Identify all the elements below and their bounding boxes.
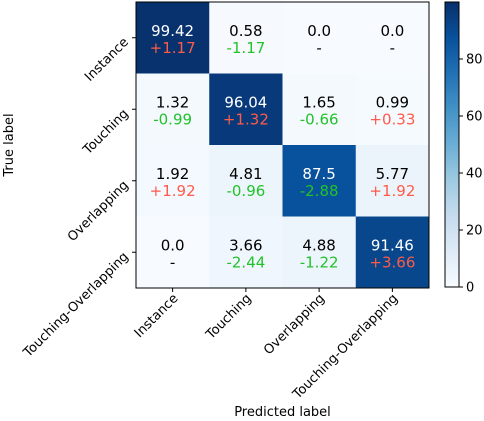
cell-value-label: 0.0 xyxy=(307,22,331,40)
y-axis-label: True label xyxy=(2,113,17,177)
cell-delta-label: -1.17 xyxy=(226,39,265,57)
heatmap-cell xyxy=(136,73,210,146)
cell-delta-label: - xyxy=(316,39,321,57)
cell-delta-label: -1.22 xyxy=(300,253,339,271)
cell-delta-label: +1.17 xyxy=(150,39,196,57)
cell-value-label: 91.46 xyxy=(371,236,414,254)
heatmap-cell xyxy=(282,73,357,146)
x-tick-label: Instance xyxy=(132,291,182,341)
cell-value-label: 0.99 xyxy=(376,93,409,111)
cell-value-label: 99.42 xyxy=(151,22,194,40)
colorbar-ticks: 0 20 40 60 80 xyxy=(459,53,483,296)
cell-value-label: 1.92 xyxy=(156,165,189,183)
heatmap-cell xyxy=(355,216,430,289)
cell-delta-label: +1.32 xyxy=(223,110,269,128)
plot-frame xyxy=(135,1,430,289)
heatmap-cell xyxy=(136,2,210,74)
cell-delta-label: +3.66 xyxy=(369,253,415,271)
x-tick-label: Overlapping xyxy=(261,291,328,358)
heatmap-cell xyxy=(355,2,430,74)
y-tick-label: Touching xyxy=(80,106,132,158)
heatmap-cell xyxy=(355,73,430,146)
cell-value-label: 4.88 xyxy=(302,236,335,254)
heatmap-cells: 99.42+1.170.58-1.170.0-0.0-1.32-0.9996.0… xyxy=(136,2,430,289)
heatmap-cell xyxy=(136,145,210,217)
colorbar-tick-label: 0 xyxy=(466,281,474,296)
cell-delta-label: -0.66 xyxy=(300,110,339,128)
heatmap-cell xyxy=(282,145,357,217)
cell-value-label: 4.81 xyxy=(229,165,262,183)
y-tick-label: Overlapping xyxy=(65,178,132,245)
cell-value-label: 0.0 xyxy=(161,236,185,254)
cell-value-label: 5.77 xyxy=(376,165,409,183)
cell-value-label: 0.0 xyxy=(380,22,404,40)
cell-delta-label: -0.96 xyxy=(226,182,265,200)
cell-value-label: 87.5 xyxy=(302,165,335,183)
cell-delta-label: -2.44 xyxy=(226,253,265,271)
y-tick-label: Instance xyxy=(82,35,132,85)
heatmap-cell xyxy=(355,145,430,217)
cell-delta-label: -0.99 xyxy=(153,110,192,128)
heatmap-cell xyxy=(209,145,283,217)
heatmap-cell xyxy=(282,2,357,74)
cell-delta-label: - xyxy=(390,39,395,57)
colorbar-tick-label: 40 xyxy=(466,167,483,182)
cell-value-label: 1.32 xyxy=(156,93,189,111)
y-tick-label: Touching-Overlapping xyxy=(20,249,132,361)
heatmap-cell xyxy=(209,216,283,289)
colorbar xyxy=(444,1,460,288)
colorbar-tick-label: 80 xyxy=(466,53,483,68)
heatmap-cell xyxy=(282,216,357,289)
colorbar-tick-label: 20 xyxy=(466,224,483,239)
cell-delta-label: -2.88 xyxy=(300,182,339,200)
cell-value-label: 1.65 xyxy=(302,93,335,111)
axis-ticks xyxy=(132,37,393,292)
heatmap-cell xyxy=(209,73,283,146)
x-axis-label: Predicted label xyxy=(234,405,331,420)
cell-delta-label: +0.33 xyxy=(369,110,415,128)
cell-delta-label: +1.92 xyxy=(369,182,415,200)
heatmap-cell xyxy=(136,216,210,289)
cell-value-label: 0.58 xyxy=(229,22,262,40)
colorbar-tick-label: 60 xyxy=(466,110,483,125)
cell-delta-label: - xyxy=(170,253,175,271)
heatmap-cell xyxy=(209,2,283,74)
cell-value-label: 96.04 xyxy=(224,93,267,111)
cell-delta-label: +1.92 xyxy=(150,182,196,200)
x-tick-label: Touching xyxy=(203,291,255,343)
cell-value-label: 3.66 xyxy=(229,236,262,254)
